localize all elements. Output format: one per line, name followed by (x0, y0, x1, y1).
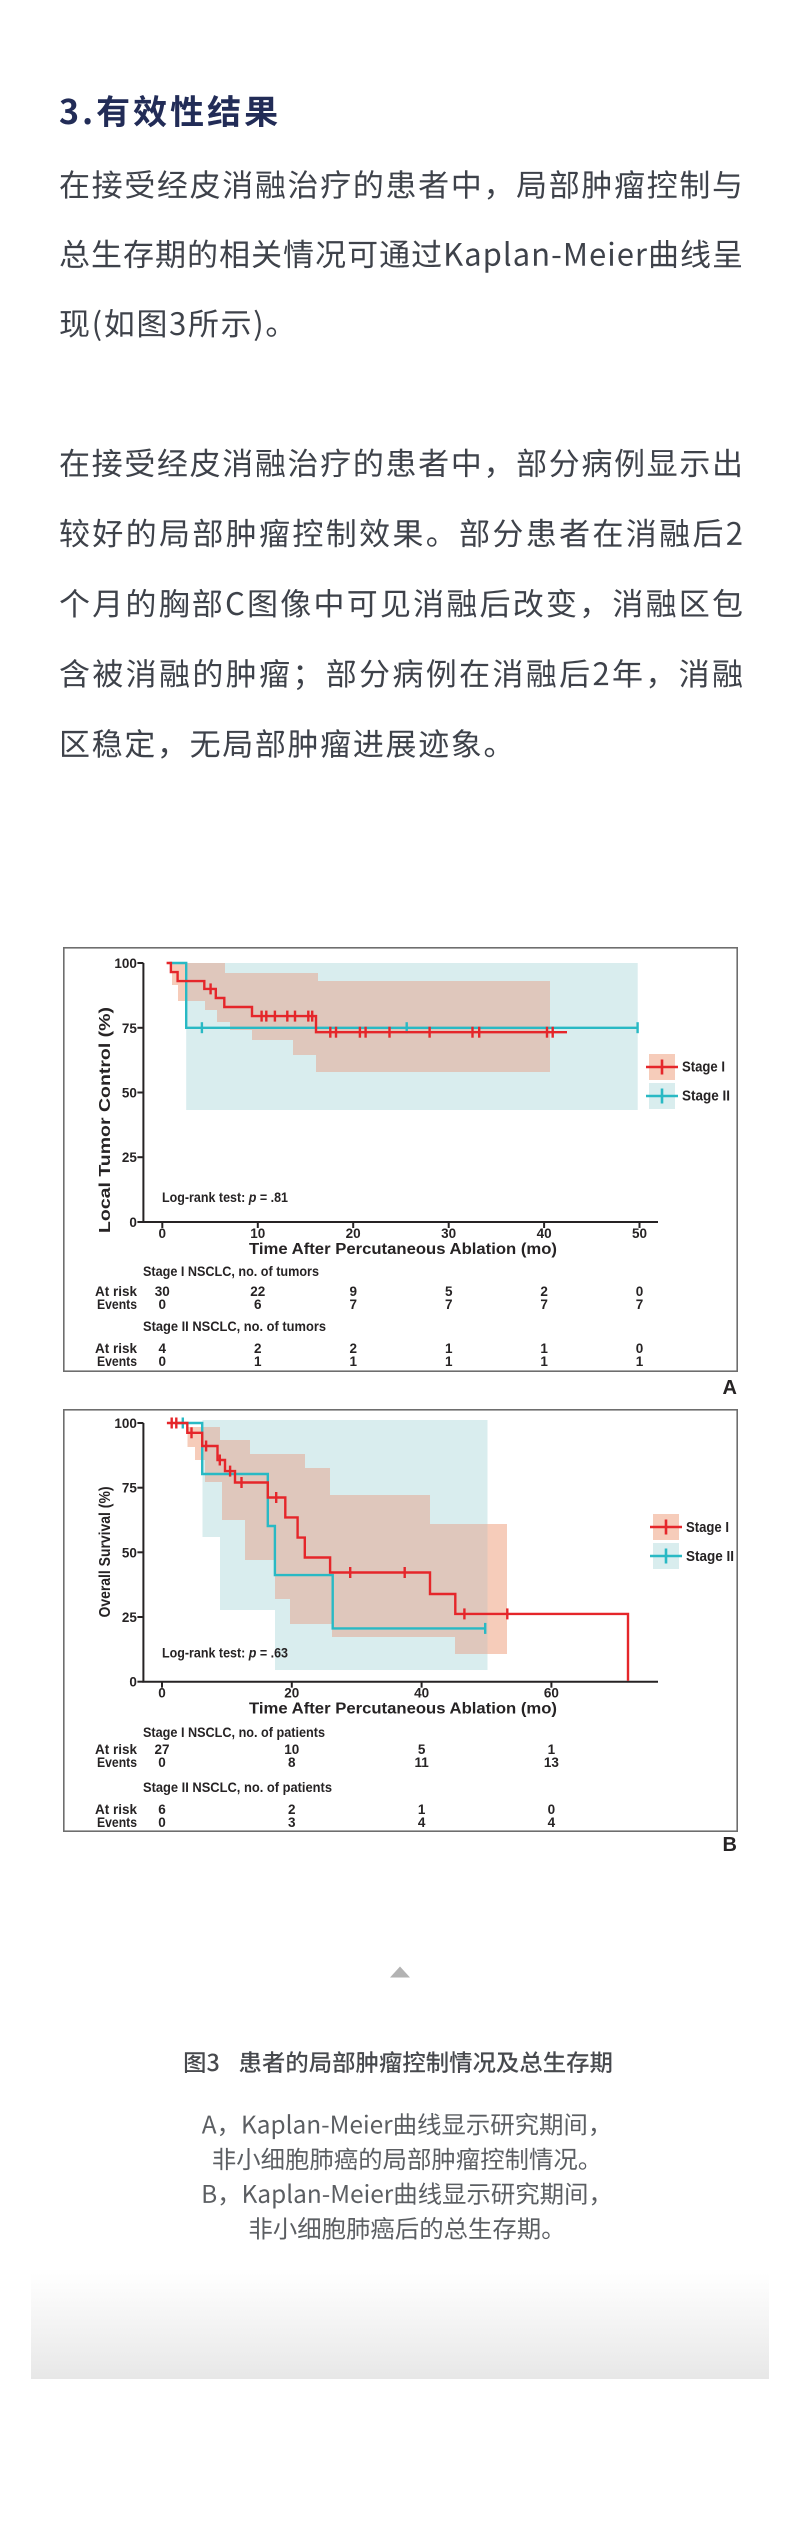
svg-text:0: 0 (159, 1354, 167, 1369)
svg-text:Stage II NSCLC, no. of tumors: Stage II NSCLC, no. of tumors (143, 1319, 326, 1334)
svg-text:40: 40 (414, 1686, 429, 1701)
svg-text:Overall Survival (%): Overall Survival (%) (97, 1487, 114, 1618)
svg-text:100: 100 (114, 956, 137, 971)
svg-text:0: 0 (158, 1755, 166, 1770)
svg-text:10: 10 (250, 1226, 265, 1241)
svg-text:Stage I: Stage I (686, 1520, 729, 1536)
svg-text:3: 3 (288, 1815, 296, 1830)
svg-text:7: 7 (540, 1297, 548, 1312)
svg-text:1: 1 (636, 1354, 644, 1369)
svg-text:1: 1 (445, 1354, 453, 1369)
svg-text:1: 1 (540, 1354, 548, 1369)
svg-text:0: 0 (159, 1226, 167, 1241)
svg-text:0: 0 (636, 1284, 644, 1299)
svg-text:Stage I NSCLC, no. of patients: Stage I NSCLC, no. of patients (143, 1725, 325, 1740)
svg-text:2: 2 (349, 1341, 357, 1356)
svg-text:B: B (723, 1834, 737, 1856)
svg-text:0: 0 (548, 1802, 556, 1817)
svg-text:Time After Percutaneous Ablati: Time After Percutaneous Ablation (mo) (249, 1241, 557, 1258)
svg-text:Local Tumor Control (%): Local Tumor Control (%) (97, 1007, 114, 1233)
svg-text:Time After Percutaneous Ablati: Time After Percutaneous Ablation (mo) (249, 1701, 557, 1718)
svg-text:7: 7 (636, 1297, 644, 1312)
svg-text:Stage II: Stage II (686, 1549, 734, 1565)
svg-text:At risk: At risk (95, 1742, 137, 1757)
svg-text:9: 9 (349, 1284, 357, 1299)
svg-text:2: 2 (288, 1802, 296, 1817)
svg-text:At risk: At risk (95, 1284, 137, 1299)
svg-text:1: 1 (254, 1354, 262, 1369)
svg-text:0: 0 (159, 1297, 167, 1312)
svg-text:1: 1 (418, 1802, 426, 1817)
svg-text:30: 30 (155, 1284, 170, 1299)
svg-text:7: 7 (349, 1297, 357, 1312)
svg-text:1: 1 (349, 1354, 357, 1369)
svg-text:27: 27 (154, 1742, 169, 1757)
svg-text:Events: Events (97, 1755, 137, 1770)
svg-text:2: 2 (540, 1284, 548, 1299)
svg-text:A: A (723, 1377, 737, 1399)
svg-text:40: 40 (537, 1226, 552, 1241)
svg-text:At risk: At risk (95, 1802, 137, 1817)
svg-text:8: 8 (288, 1755, 296, 1770)
svg-text:6: 6 (254, 1297, 262, 1312)
svg-text:22: 22 (250, 1284, 265, 1299)
svg-text:4: 4 (159, 1341, 167, 1356)
svg-text:1: 1 (540, 1341, 548, 1356)
svg-text:Stage II NSCLC, no. of patient: Stage II NSCLC, no. of patients (143, 1780, 332, 1795)
svg-text:75: 75 (122, 1481, 138, 1496)
svg-text:Stage II: Stage II (682, 1089, 730, 1105)
svg-text:0: 0 (636, 1341, 644, 1356)
svg-text:60: 60 (544, 1686, 559, 1701)
svg-text:7: 7 (445, 1297, 453, 1312)
svg-text:Log-rank test: p = .81: Log-rank test: p = .81 (162, 1189, 288, 1205)
svg-text:0: 0 (158, 1815, 166, 1830)
svg-text:6: 6 (158, 1802, 166, 1817)
svg-text:0: 0 (129, 1215, 137, 1230)
svg-text:20: 20 (284, 1686, 299, 1701)
svg-text:5: 5 (445, 1284, 453, 1299)
svg-text:Events: Events (97, 1354, 137, 1369)
svg-text:10: 10 (284, 1742, 299, 1757)
svg-text:50: 50 (632, 1226, 647, 1241)
svg-text:11: 11 (414, 1755, 429, 1770)
svg-text:Stage I: Stage I (682, 1060, 725, 1076)
svg-text:50: 50 (122, 1086, 137, 1101)
svg-text:Events: Events (97, 1815, 137, 1830)
svg-text:5: 5 (418, 1742, 426, 1757)
svg-text:30: 30 (441, 1226, 456, 1241)
svg-text:0: 0 (129, 1675, 137, 1690)
svg-text:4: 4 (418, 1815, 426, 1830)
svg-text:25: 25 (122, 1150, 138, 1165)
svg-text:4: 4 (548, 1815, 556, 1830)
svg-text:0: 0 (158, 1686, 166, 1701)
svg-text:2: 2 (254, 1341, 262, 1356)
svg-text:Events: Events (97, 1297, 137, 1312)
svg-text:1: 1 (445, 1341, 453, 1356)
svg-text:1: 1 (548, 1742, 556, 1757)
svg-text:13: 13 (544, 1755, 560, 1770)
svg-text:100: 100 (114, 1416, 137, 1431)
svg-text:75: 75 (122, 1021, 138, 1036)
svg-text:Stage I NSCLC, no. of tumors: Stage I NSCLC, no. of tumors (143, 1264, 319, 1279)
svg-text:20: 20 (346, 1226, 361, 1241)
svg-text:25: 25 (122, 1610, 138, 1625)
svg-text:50: 50 (122, 1545, 137, 1560)
svg-text:At risk: At risk (95, 1341, 137, 1356)
svg-text:Log-rank test: p = .63: Log-rank test: p = .63 (162, 1645, 288, 1661)
